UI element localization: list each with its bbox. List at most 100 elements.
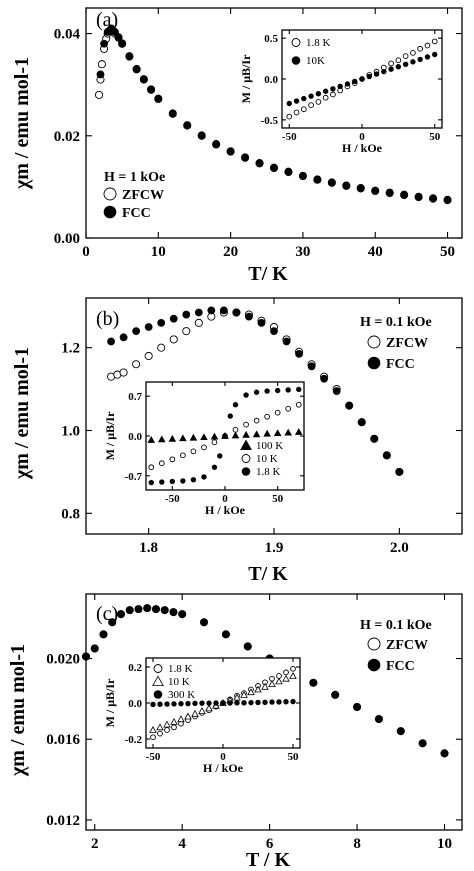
inset-data-point (432, 51, 438, 58)
inset-data-point (157, 701, 163, 707)
data-point (270, 327, 278, 336)
data-point (125, 606, 134, 615)
inset-data-point (201, 474, 207, 480)
data-point (370, 434, 379, 443)
inset-data-point (337, 83, 343, 90)
data-point (139, 75, 148, 83)
inset-x-tick-label: 50 (429, 131, 441, 143)
inset-data-point (180, 478, 186, 484)
data-point (207, 306, 216, 315)
main-x-tick-label: 2.0 (390, 540, 409, 556)
inset-y-tick-label: -0.7 (125, 471, 143, 483)
field-label: H = 0.1 kOe (360, 618, 432, 633)
inset-y-tick-label: 0.2 (128, 662, 142, 674)
data-point (117, 610, 125, 619)
legend-label: ZFCW (386, 336, 428, 351)
inset-data-point (308, 102, 314, 108)
data-point (169, 314, 178, 323)
inset-data-point (211, 464, 218, 470)
inset-data-point (206, 700, 212, 706)
data-point (382, 451, 391, 460)
main-y-tick-label: 0.8 (61, 506, 80, 522)
legend-marker (103, 187, 117, 201)
inset-data-point (232, 402, 239, 408)
inset-x-axis-title: H / kOe (205, 503, 246, 517)
inset-data-point (210, 432, 219, 440)
inset-data-point (330, 91, 336, 98)
main-y-tick-label: 0.00 (54, 231, 80, 247)
data-point (257, 318, 266, 327)
y-axis-title: χm / emu mol-1 (11, 57, 33, 190)
data-point (440, 749, 449, 758)
main-x-tick-label: 2 (91, 836, 99, 852)
field-label: H = 1 kOe (104, 170, 165, 185)
y-axis-title: χm / emu mol-1 (7, 644, 29, 777)
inset-data-point (213, 700, 219, 706)
inset-data-point (189, 433, 198, 441)
inset-legend-label: 1.8 K (168, 663, 193, 675)
inset-data-point (164, 727, 170, 733)
inset-data-point (199, 700, 205, 706)
main-x-tick-label: 30 (295, 244, 310, 260)
inset-data-point (177, 715, 185, 723)
inset-data-point (285, 405, 292, 412)
data-point (284, 167, 293, 176)
data-point (144, 323, 153, 331)
inset-data-point (242, 430, 250, 438)
inset-y-tick-label: 0.5 (264, 33, 278, 45)
data-point (100, 39, 108, 48)
inset-data-point (295, 401, 302, 408)
data-point (342, 181, 351, 190)
inset-series-10-k (149, 672, 297, 733)
inset-data-point (158, 460, 165, 467)
inset-x-tick-label: 50 (288, 751, 300, 763)
inset-data-point (431, 38, 438, 45)
main-plot-frame (85, 7, 463, 239)
data-point (82, 652, 90, 661)
data-point (357, 418, 366, 427)
inset-data-point (156, 723, 164, 731)
inset-data-point (300, 106, 307, 113)
data-point (132, 327, 141, 336)
legend-label: ZFCW (386, 638, 428, 653)
data-point (178, 610, 187, 619)
data-point (114, 33, 123, 42)
main-y-tick-label: 0.012 (46, 813, 80, 829)
inset-legend-label: 1.8 K (306, 37, 331, 49)
inset-data-point (315, 90, 322, 97)
series-fcc (107, 306, 404, 476)
inset: -50 0 50 -0.5 0.0 0.5 1.8 K 10K H / kOe M / μB/Ir (239, 29, 443, 155)
data-point (232, 308, 241, 317)
inset-data-point (262, 699, 268, 705)
inset-data-point (388, 60, 394, 67)
legend-label: FCC (122, 206, 151, 221)
inset-data-point (294, 428, 303, 435)
inset-y-tick-label: -0.2 (125, 734, 143, 746)
inset: -50 0 50 -0.7 0.0 0.7 100 K10 K1.8 K H / kOe M /… (103, 381, 305, 517)
main-x-tick-label: 1.8 (139, 540, 158, 556)
inset-data-point (366, 73, 372, 80)
inset-data-point (217, 453, 223, 459)
inset-data-point (283, 669, 289, 676)
inset-x-tick-label: 0 (222, 493, 228, 505)
data-point (396, 727, 405, 736)
inset-data-point (147, 436, 156, 443)
data-point (168, 109, 177, 118)
data-point (320, 374, 329, 383)
inset-data-point (402, 61, 409, 68)
x-axis-title: T / K (246, 849, 291, 871)
inset-data-point (227, 413, 233, 419)
inset-data-point (185, 700, 191, 707)
inset-data-point (163, 720, 171, 728)
inset-y-axis-title: M / μB/Ir (103, 411, 117, 460)
inset-data-point (283, 699, 289, 705)
inset-data-point (148, 464, 155, 471)
inset-series-1.8-k (148, 386, 302, 486)
inset-series-10-k (148, 401, 302, 471)
data-point (183, 121, 192, 129)
inset-data-point (192, 700, 198, 707)
inset-data-point (275, 677, 283, 685)
inset-data-point (274, 409, 281, 416)
inset-data-point (168, 434, 177, 442)
